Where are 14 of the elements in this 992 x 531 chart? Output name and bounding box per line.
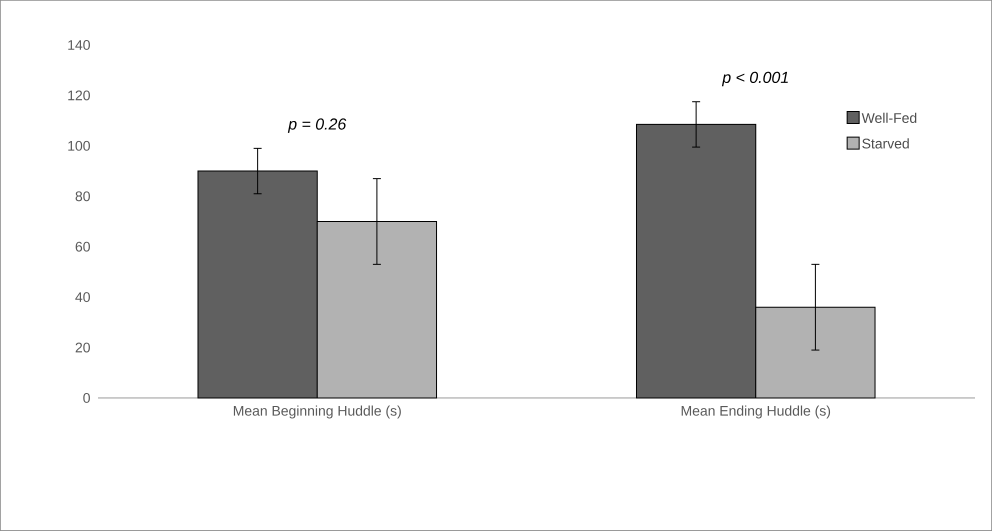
y-tick-label: 0 [83, 393, 90, 403]
y-tick-label: 80 [76, 191, 90, 202]
annotation: p < 0.001 [722, 72, 788, 86]
x-tick-label: Mean Beginning Huddle (s) [234, 406, 401, 418]
annotation: p = 0.26 [288, 118, 346, 133]
y-tick-label: 40 [75, 292, 90, 302]
y-tick-label: 120 [68, 90, 90, 100]
y-tick-label: 100 [68, 140, 90, 151]
y-tick-label: 60 [76, 242, 90, 252]
y-tick-label: 20 [76, 342, 90, 352]
y-tick-label: 140 [68, 40, 90, 50]
x-tick-label: Mean Ending Huddle (s) [682, 406, 830, 418]
legend-label: Well-Fed [862, 112, 916, 123]
legend-label: Starved [862, 138, 909, 149]
